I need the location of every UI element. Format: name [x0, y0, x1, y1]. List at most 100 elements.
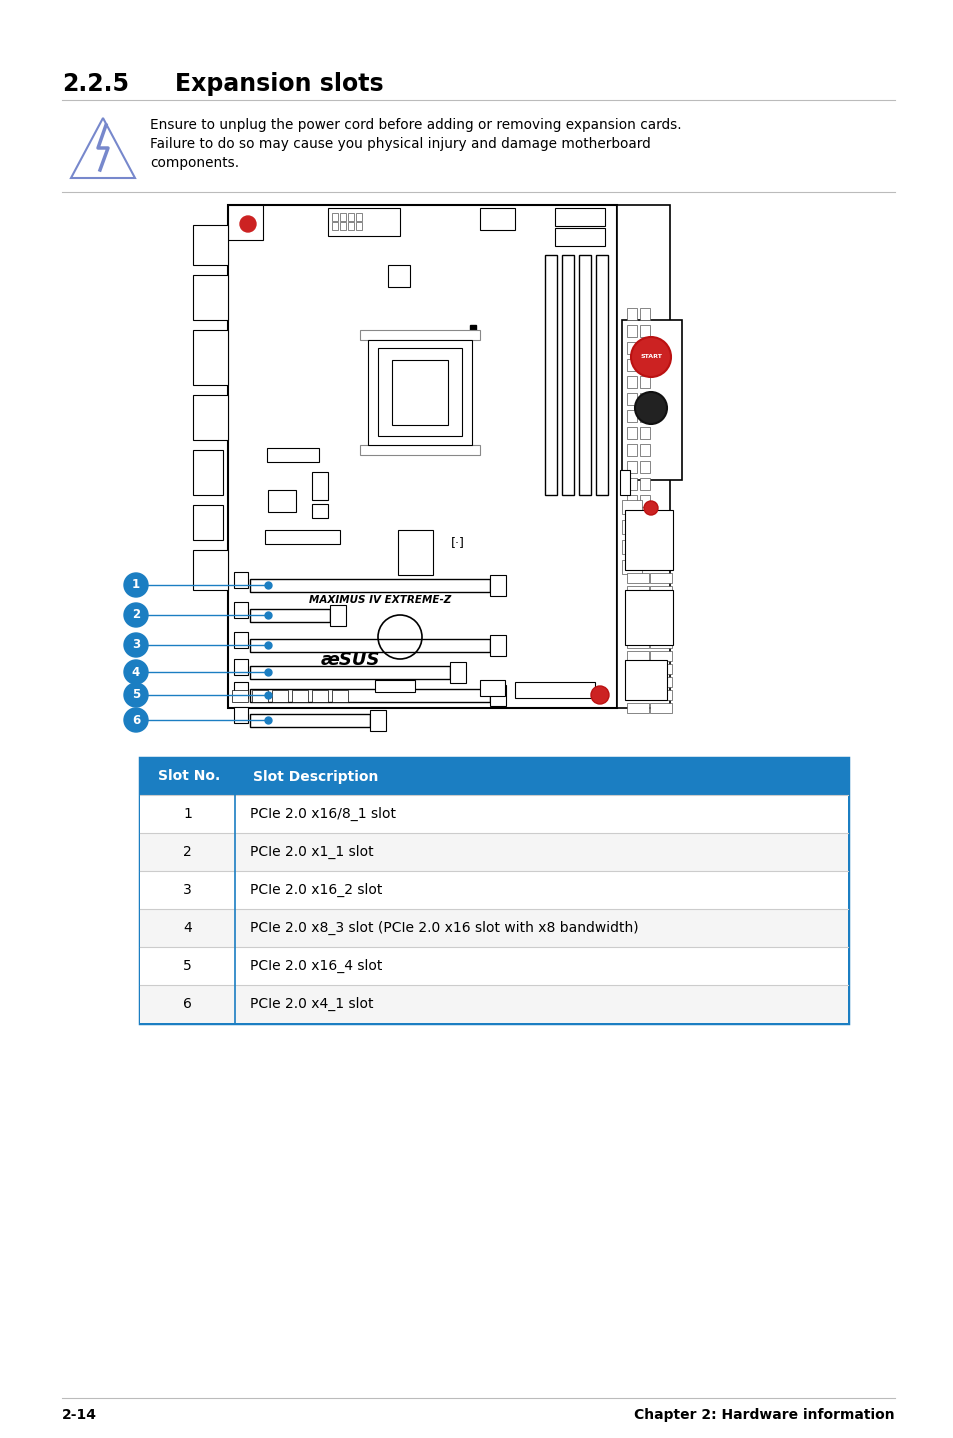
- Text: PCIe 2.0 x16_2 slot: PCIe 2.0 x16_2 slot: [250, 883, 382, 897]
- Bar: [370, 710, 386, 731]
- Bar: [140, 871, 847, 909]
- Bar: [626, 677, 648, 687]
- Bar: [639, 308, 649, 321]
- Bar: [617, 206, 669, 707]
- Circle shape: [643, 500, 658, 515]
- Bar: [140, 758, 847, 1022]
- Circle shape: [124, 572, 148, 597]
- Text: Ensure to unplug the power cord before adding or removing expansion cards.: Ensure to unplug the power cord before a…: [150, 118, 680, 132]
- Text: 2: 2: [183, 846, 192, 858]
- Bar: [330, 605, 346, 626]
- Bar: [624, 590, 672, 646]
- Bar: [193, 224, 228, 265]
- Circle shape: [635, 393, 666, 424]
- Bar: [348, 221, 354, 230]
- Bar: [626, 703, 648, 713]
- Bar: [639, 325, 649, 336]
- Bar: [626, 393, 637, 406]
- Text: 6: 6: [132, 713, 140, 726]
- Bar: [250, 580, 490, 592]
- Bar: [233, 659, 248, 674]
- Bar: [639, 410, 649, 421]
- Bar: [339, 213, 346, 221]
- Bar: [193, 549, 228, 590]
- Text: 5: 5: [132, 689, 140, 702]
- Bar: [621, 321, 681, 480]
- Bar: [265, 531, 339, 544]
- Bar: [332, 221, 337, 230]
- Bar: [228, 206, 617, 707]
- Bar: [375, 680, 415, 692]
- Bar: [332, 690, 348, 702]
- Text: Slot No.: Slot No.: [158, 769, 220, 784]
- Bar: [624, 510, 672, 569]
- Text: PCIe 2.0 x1_1 slot: PCIe 2.0 x1_1 slot: [250, 846, 374, 858]
- Bar: [639, 393, 649, 406]
- Text: 2.2.5: 2.2.5: [62, 72, 129, 96]
- Bar: [397, 531, 433, 575]
- Bar: [626, 495, 637, 508]
- Text: START: START: [639, 355, 661, 360]
- Bar: [233, 707, 248, 723]
- Bar: [348, 213, 354, 221]
- Bar: [626, 690, 648, 700]
- Bar: [621, 521, 641, 533]
- Bar: [355, 213, 361, 221]
- Bar: [639, 495, 649, 508]
- Bar: [596, 255, 607, 495]
- Bar: [619, 470, 629, 495]
- Bar: [649, 651, 671, 661]
- Bar: [250, 610, 330, 623]
- Circle shape: [590, 686, 608, 705]
- Bar: [388, 265, 410, 288]
- Text: Chapter 2: Hardware information: Chapter 2: Hardware information: [634, 1408, 894, 1422]
- Bar: [250, 689, 490, 702]
- Text: 2-14: 2-14: [62, 1408, 97, 1422]
- Bar: [626, 613, 648, 623]
- Bar: [140, 758, 847, 795]
- Bar: [359, 444, 479, 454]
- Text: 2: 2: [132, 608, 140, 621]
- Text: PCIe 2.0 x4_1 slot: PCIe 2.0 x4_1 slot: [250, 997, 374, 1011]
- Bar: [578, 255, 590, 495]
- Bar: [250, 666, 450, 679]
- Circle shape: [240, 216, 255, 232]
- Circle shape: [124, 633, 148, 657]
- Bar: [392, 360, 448, 426]
- Bar: [621, 541, 641, 554]
- Bar: [626, 308, 637, 321]
- Text: PCIe 2.0 x16/8_1 slot: PCIe 2.0 x16/8_1 slot: [250, 807, 395, 821]
- Bar: [250, 715, 370, 728]
- Text: 3: 3: [183, 883, 192, 897]
- Text: 3: 3: [132, 638, 140, 651]
- Bar: [561, 255, 574, 495]
- Bar: [490, 575, 505, 595]
- Bar: [639, 444, 649, 456]
- Bar: [450, 661, 465, 683]
- Bar: [626, 664, 648, 674]
- Text: æSUS: æSUS: [320, 651, 379, 669]
- Bar: [292, 690, 308, 702]
- Bar: [479, 680, 504, 696]
- Text: PCIe 2.0 x8_3 slot (PCIe 2.0 x16 slot with x8 bandwidth): PCIe 2.0 x8_3 slot (PCIe 2.0 x16 slot wi…: [250, 920, 638, 935]
- Bar: [626, 375, 637, 388]
- Bar: [639, 360, 649, 371]
- Bar: [377, 348, 461, 436]
- Bar: [233, 572, 248, 588]
- Bar: [626, 462, 637, 473]
- Bar: [368, 339, 472, 444]
- Text: Slot Description: Slot Description: [253, 769, 378, 784]
- Bar: [355, 221, 361, 230]
- Bar: [140, 948, 847, 985]
- Circle shape: [630, 336, 670, 377]
- Bar: [544, 255, 557, 495]
- Text: [·]: [·]: [451, 536, 464, 549]
- Bar: [639, 342, 649, 354]
- Bar: [649, 572, 671, 582]
- Bar: [621, 559, 641, 574]
- Bar: [193, 450, 223, 495]
- Bar: [233, 631, 248, 649]
- Bar: [332, 213, 337, 221]
- Circle shape: [124, 683, 148, 707]
- Bar: [555, 229, 604, 246]
